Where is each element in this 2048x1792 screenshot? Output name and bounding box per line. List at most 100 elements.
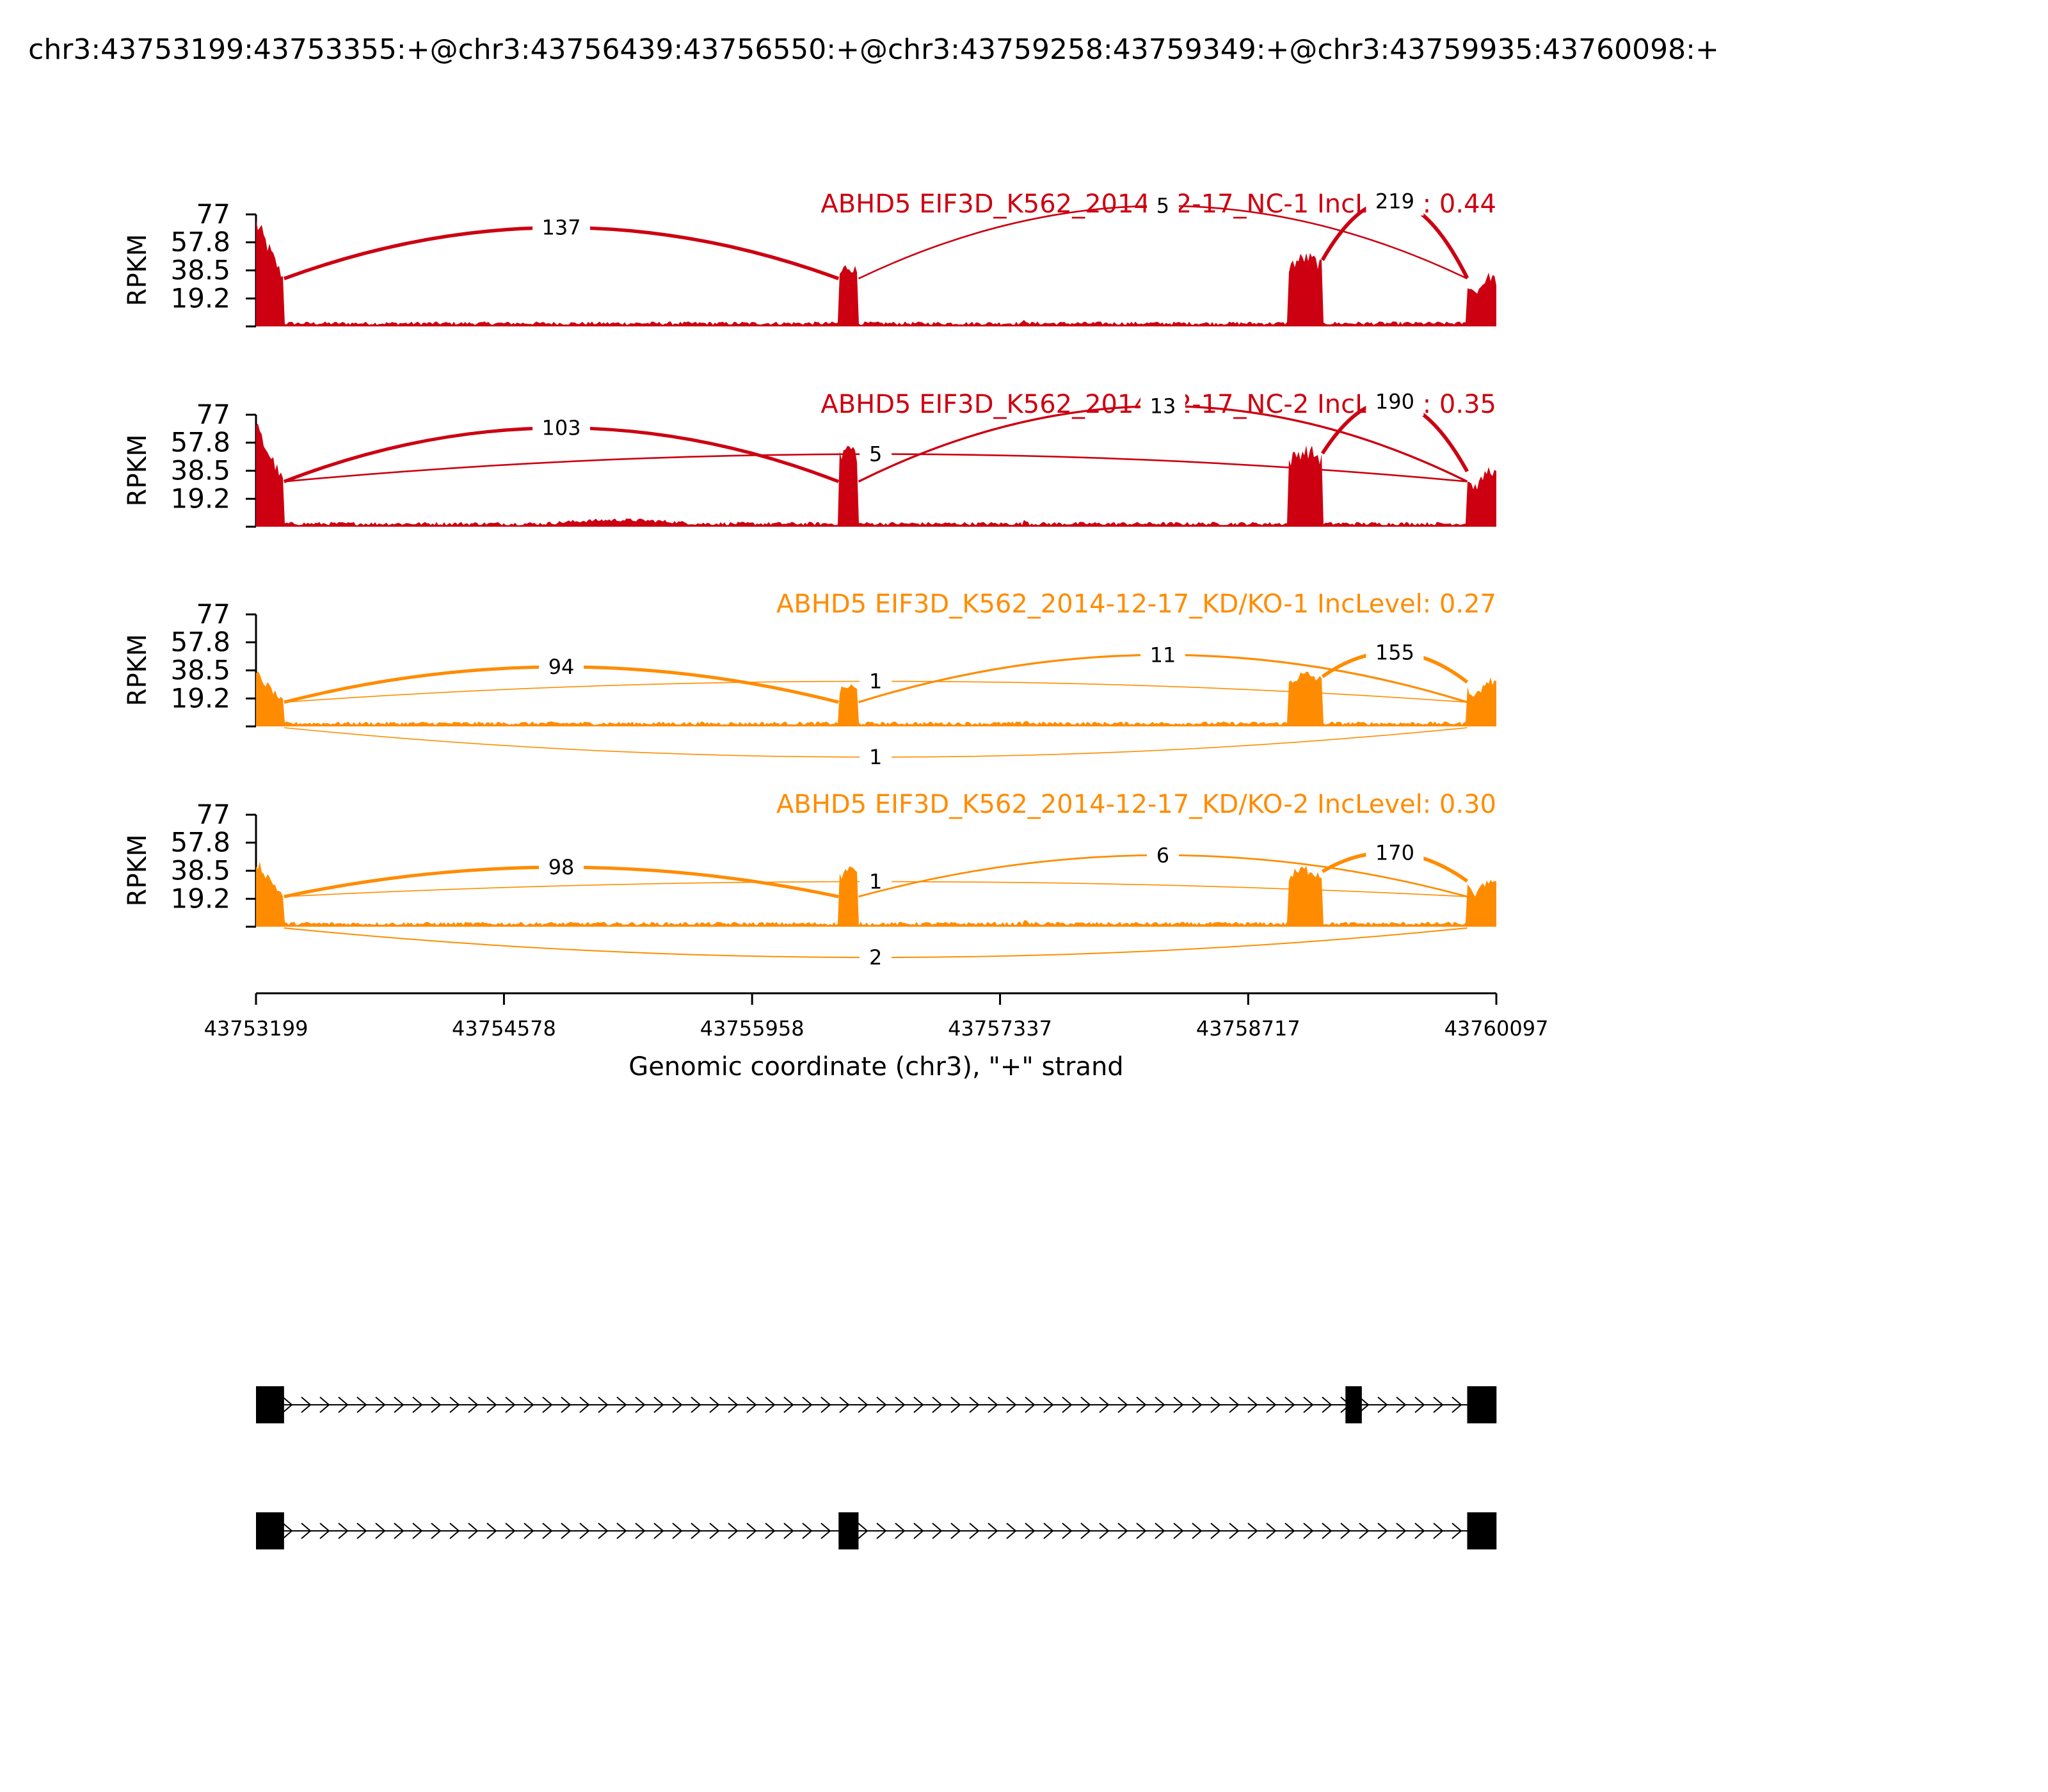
strand-arrow (1377, 1396, 1388, 1413)
x-tick-label: 43755958 (700, 1016, 804, 1041)
junction-count: 170 (1375, 841, 1414, 865)
y-tick-label: 57.8 (170, 227, 230, 258)
strand-arrow (895, 1396, 906, 1413)
strand-arrow (1452, 1396, 1462, 1413)
y-tick-label: 57.8 (170, 427, 230, 458)
strand-arrow (1136, 1396, 1147, 1413)
x-tick-label: 43757337 (948, 1016, 1052, 1041)
strand-arrow (1414, 1396, 1425, 1413)
exon-block (1467, 1386, 1497, 1423)
strand-arrow (505, 1523, 516, 1539)
strand-arrow (635, 1523, 646, 1539)
strand-arrow (338, 1523, 349, 1539)
y-axis-label: RPKM (123, 835, 152, 907)
junction-count-bg (1366, 187, 1424, 216)
strand-arrow (282, 1396, 293, 1413)
strand-arrow (449, 1523, 460, 1539)
strand-arrow (932, 1396, 943, 1413)
strand-arrow (1136, 1523, 1147, 1539)
strand-arrow (1359, 1396, 1370, 1413)
strand-arrow (1062, 1396, 1073, 1413)
strand-arrow (1433, 1523, 1444, 1539)
strand-arrow (319, 1396, 330, 1413)
junction-count-bg (860, 667, 892, 696)
strand-arrow (1322, 1396, 1332, 1413)
strand-arrow (691, 1396, 701, 1413)
isoform (256, 1386, 1497, 1423)
strand-arrow (561, 1396, 572, 1413)
y-tick-label: 77 (196, 399, 230, 430)
strand-arrow (1414, 1523, 1425, 1539)
strand-arrow (1025, 1396, 1036, 1413)
junction-count-bg (532, 413, 591, 442)
strand-arrow (950, 1523, 961, 1539)
junction-count: 137 (542, 216, 581, 240)
strand-arrow (858, 1396, 868, 1413)
strand-arrow (598, 1396, 609, 1413)
strand-arrow (394, 1396, 404, 1413)
y-tick-label: 38.5 (170, 855, 230, 886)
sashimi-panel: 19.238.557.877 RPKM ABHD5 EIF3D_K562_2014-… (123, 790, 1496, 972)
strand-arrow (1062, 1523, 1073, 1539)
exon-block (1345, 1386, 1362, 1423)
strand-arrow (486, 1396, 497, 1413)
junction-count: 6 (1156, 843, 1169, 867)
strand-arrow (1099, 1396, 1110, 1413)
junction-count-bg (1366, 387, 1424, 416)
strand-arrow (876, 1523, 887, 1539)
junction-count-bg (1146, 191, 1179, 220)
sample-label: ABHD5 EIF3D_K562_2014-12-17_KD/KO-1 IncL… (776, 589, 1496, 619)
strand-arrow (913, 1396, 924, 1413)
junction-count: 190 (1375, 390, 1414, 414)
strand-arrow (802, 1396, 813, 1413)
strand-arrow (746, 1523, 757, 1539)
strand-arrow (1322, 1523, 1332, 1539)
strand-arrow (969, 1523, 980, 1539)
junction-count: 1 (869, 745, 882, 769)
sample-label: ABHD5 EIF3D_K562_2014-12-17_KD/KO-2 IncL… (776, 790, 1496, 819)
strand-arrow (1025, 1523, 1036, 1539)
strand-arrow (988, 1396, 998, 1413)
strand-arrow (524, 1396, 534, 1413)
junction-count: 155 (1375, 641, 1414, 665)
strand-arrow (542, 1396, 553, 1413)
junction-count: 5 (1156, 194, 1169, 218)
junction-count: 1 (869, 669, 882, 694)
strand-arrow (1359, 1523, 1370, 1539)
strand-arrow (691, 1523, 701, 1539)
junction-count-bg (1366, 838, 1424, 867)
isoform (256, 1512, 1497, 1549)
y-tick-label: 77 (196, 198, 230, 230)
x-tick-label: 43758717 (1196, 1016, 1300, 1041)
strand-arrow (505, 1396, 516, 1413)
y-axis-label: RPKM (123, 435, 152, 507)
x-tick-label: 43753199 (204, 1016, 308, 1041)
junction-count: 103 (542, 416, 581, 440)
strand-arrow (301, 1523, 312, 1539)
strand-arrow (1266, 1523, 1277, 1539)
strand-arrow (913, 1523, 924, 1539)
strand-arrow (394, 1523, 404, 1539)
junction-count-bg (1366, 638, 1424, 667)
y-tick-label: 57.8 (170, 827, 230, 858)
junction-count: 2 (869, 945, 882, 970)
junction-count: 98 (548, 855, 575, 879)
strand-arrow (1396, 1523, 1407, 1539)
strand-arrow (375, 1523, 386, 1539)
strand-arrow (282, 1523, 293, 1539)
strand-arrow (932, 1523, 943, 1539)
strand-arrow (338, 1396, 349, 1413)
figure-title: chr3:43753199:43753355:+@chr3:43756439:4… (28, 33, 1719, 66)
strand-arrow (1303, 1396, 1314, 1413)
strand-arrow (1266, 1396, 1277, 1413)
junction-count: 11 (1150, 643, 1176, 667)
strand-arrow (616, 1523, 627, 1539)
strand-arrow (1210, 1523, 1221, 1539)
x-axis: 43753199 43754578 43755958 43757337 43758717… (204, 992, 1548, 1041)
junction-count-bg (860, 943, 892, 972)
strand-arrow (1099, 1523, 1110, 1539)
y-tick-label: 57.8 (170, 627, 230, 658)
strand-arrow (1117, 1523, 1128, 1539)
